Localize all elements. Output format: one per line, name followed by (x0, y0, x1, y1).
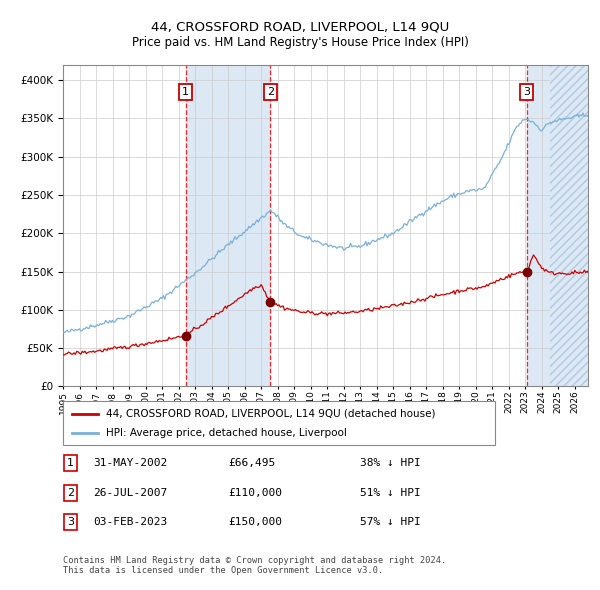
Text: 2: 2 (267, 87, 274, 97)
Text: Price paid vs. HM Land Registry's House Price Index (HPI): Price paid vs. HM Land Registry's House … (131, 36, 469, 49)
Text: 38% ↓ HPI: 38% ↓ HPI (360, 458, 421, 468)
Text: HPI: Average price, detached house, Liverpool: HPI: Average price, detached house, Live… (106, 428, 347, 438)
Text: £110,000: £110,000 (228, 488, 282, 497)
Text: 2: 2 (67, 488, 74, 497)
Text: 26-JUL-2007: 26-JUL-2007 (93, 488, 167, 497)
Bar (550, 65, 588, 386)
Text: 1: 1 (182, 87, 189, 97)
Text: £66,495: £66,495 (228, 458, 275, 468)
Text: 44, CROSSFORD ROAD, LIVERPOOL, L14 9QU (detached house): 44, CROSSFORD ROAD, LIVERPOOL, L14 9QU (… (106, 409, 436, 418)
Text: 1: 1 (67, 458, 74, 468)
Text: 3: 3 (67, 517, 74, 527)
Text: 44, CROSSFORD ROAD, LIVERPOOL, L14 9QU: 44, CROSSFORD ROAD, LIVERPOOL, L14 9QU (151, 20, 449, 33)
Text: 03-FEB-2023: 03-FEB-2023 (93, 517, 167, 527)
FancyBboxPatch shape (63, 401, 495, 445)
Text: 57% ↓ HPI: 57% ↓ HPI (360, 517, 421, 527)
Text: 3: 3 (523, 87, 530, 97)
Text: Contains HM Land Registry data © Crown copyright and database right 2024.
This d: Contains HM Land Registry data © Crown c… (63, 556, 446, 575)
Text: 31-MAY-2002: 31-MAY-2002 (93, 458, 167, 468)
Bar (527, 65, 588, 386)
Bar (185, 65, 271, 386)
Text: 51% ↓ HPI: 51% ↓ HPI (360, 488, 421, 497)
Text: £150,000: £150,000 (228, 517, 282, 527)
